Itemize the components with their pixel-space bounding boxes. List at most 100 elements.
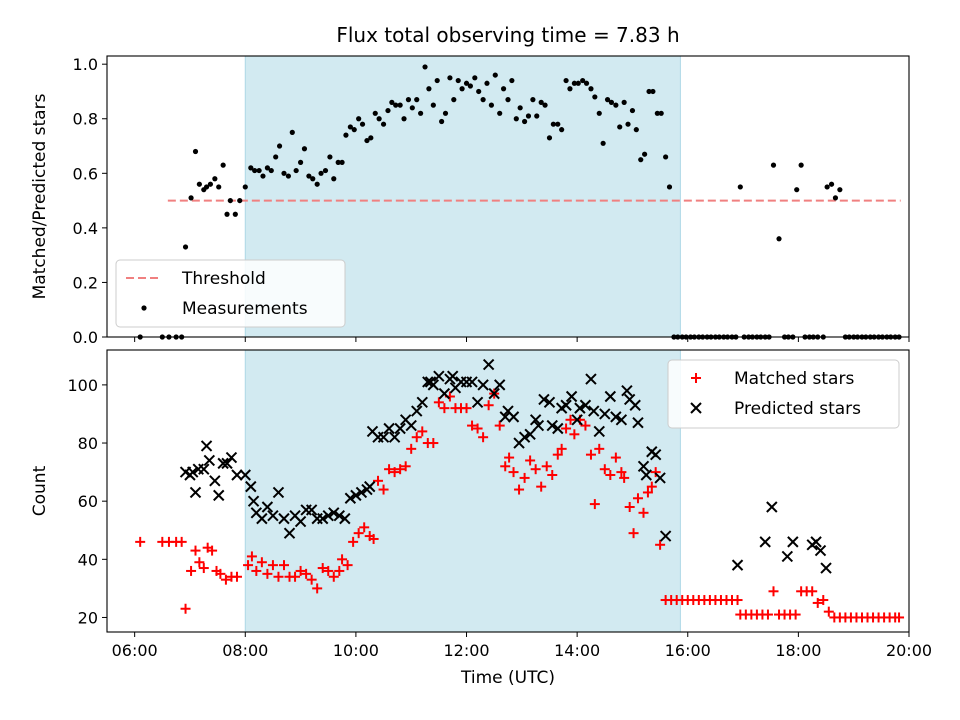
x-tick-label: 16:00	[665, 641, 711, 660]
measurement-point	[380, 121, 387, 127]
measurement-point	[434, 77, 440, 84]
x-b	[787, 536, 799, 548]
predicted-star-point	[471, 396, 484, 409]
measurement-point	[314, 181, 320, 187]
x-b	[731, 559, 744, 571]
measurement-point	[604, 97, 611, 103]
x-b	[632, 416, 644, 429]
measurement-point	[600, 140, 606, 146]
x-tick-label: 14:00	[554, 641, 600, 660]
matched-star-point	[301, 568, 312, 579]
y-tick-label: 20	[78, 608, 98, 627]
predicted-star-point	[433, 370, 445, 382]
measurement-point	[513, 116, 519, 122]
x-b	[546, 419, 558, 432]
matched-star-point	[616, 467, 627, 478]
x-b	[615, 414, 628, 426]
x-b	[571, 414, 583, 426]
predicted-star-point	[560, 399, 572, 411]
matched-star-point	[580, 420, 591, 431]
measurement-point	[530, 97, 536, 103]
x-b	[593, 425, 605, 438]
measurement-point	[737, 184, 743, 190]
x-b	[405, 419, 417, 432]
x-b	[283, 527, 296, 539]
y-tick-label: 40	[78, 550, 98, 569]
matched-star-point	[328, 571, 339, 582]
x-b	[394, 422, 406, 435]
x-b	[529, 414, 542, 426]
matched-star-point	[359, 522, 370, 533]
x-b	[502, 405, 514, 417]
y-axis-label: Count	[30, 465, 50, 516]
x-b	[623, 393, 636, 406]
x-b	[629, 399, 641, 411]
matched-star-point	[246, 551, 257, 562]
measurement-point	[182, 244, 189, 250]
matched-star-point	[373, 475, 384, 486]
measurement-point	[459, 86, 465, 92]
measurement-point	[837, 187, 843, 193]
y-tick-label: 0.6	[73, 164, 98, 183]
predicted-star-point	[493, 379, 506, 391]
matched-star-point	[525, 455, 536, 466]
measurement-point	[555, 121, 561, 127]
x-b	[399, 414, 412, 426]
measurement-point	[798, 162, 804, 168]
x-b	[654, 472, 666, 484]
predicted-star-point	[621, 384, 633, 397]
predicted-star-point	[529, 414, 542, 426]
measurement-point	[521, 118, 528, 125]
x-b	[245, 480, 257, 493]
x-b	[272, 486, 285, 499]
predicted-star-point	[565, 390, 578, 403]
x-b	[477, 379, 489, 391]
measurement-point	[654, 110, 660, 116]
x-b	[588, 405, 600, 417]
matched-star-point	[180, 603, 191, 614]
x-b	[261, 501, 274, 513]
measurement-point	[658, 110, 664, 116]
matched-star-point	[243, 560, 254, 571]
predicted-star-point	[543, 396, 556, 409]
matched-star-point	[894, 612, 905, 623]
measurement-point	[559, 127, 565, 133]
measurement-point	[666, 184, 673, 190]
measurement-point	[376, 116, 382, 122]
measurement-point	[488, 102, 495, 108]
x-b	[507, 411, 520, 423]
matched-star-point	[306, 574, 317, 585]
measurement-point	[237, 197, 243, 204]
predicted-star-point	[810, 536, 822, 548]
matched-star-point	[569, 429, 580, 440]
predicted-star-point	[355, 486, 368, 499]
matched-star-point	[267, 560, 278, 571]
x-b	[814, 544, 827, 557]
x-b	[217, 457, 229, 470]
measurement-point	[418, 110, 424, 116]
predicted-star-point	[731, 559, 744, 571]
x-b	[250, 507, 263, 519]
axes-frame	[106, 55, 910, 338]
measurement-point	[273, 154, 279, 160]
measurement-point	[232, 211, 238, 217]
measurement-point	[596, 110, 602, 116]
legend-label: Predicted stars	[734, 399, 861, 419]
x-b	[532, 419, 545, 432]
predicted-star-point	[245, 480, 257, 493]
y-tick-label: 1.0	[73, 55, 98, 74]
measurement-point	[289, 129, 295, 135]
matched-star-point	[650, 467, 661, 478]
measurement-point	[216, 184, 222, 190]
matched-star-point	[500, 461, 511, 472]
predicted-star-point	[411, 405, 423, 417]
x-b	[810, 536, 822, 548]
measurement-point	[310, 176, 316, 182]
measurement-point	[442, 110, 449, 116]
predicted-star-point	[339, 512, 351, 525]
matched-star-point	[312, 583, 323, 594]
predicted-star-point	[278, 512, 290, 525]
matched-star-point	[368, 533, 379, 544]
measurement-point	[575, 80, 581, 86]
